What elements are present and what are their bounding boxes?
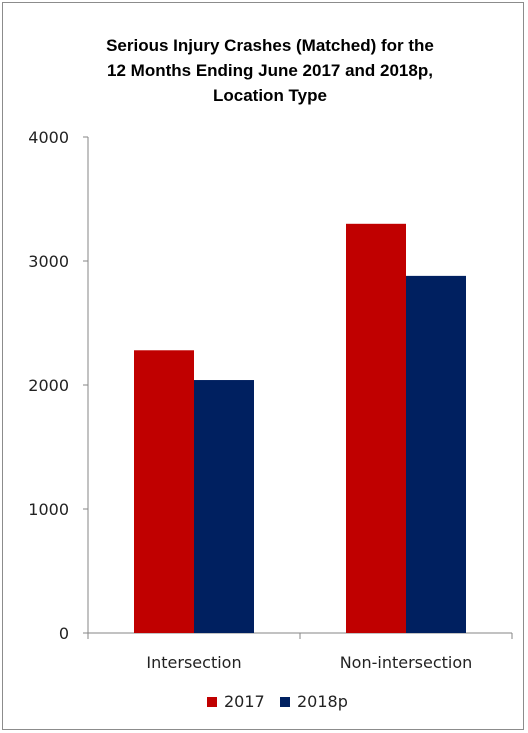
bar-2017-intersection: [134, 350, 194, 633]
legend-swatch-2018p: [280, 697, 290, 707]
y-tick-label: 0: [59, 624, 69, 643]
y-tick-label: 3000: [28, 252, 69, 271]
chart-bars: [134, 223, 466, 634]
chart-title-line-3: Location Type: [213, 86, 327, 105]
chart-labels: 0 1000 2000 3000 4000 Intersection Non-interse…: [28, 128, 472, 672]
bar-2018p-non-intersection: [406, 275, 466, 633]
y-tick-label: 1000: [28, 500, 69, 519]
legend-label-2018p: 2018p: [297, 692, 348, 711]
chart-title-line-2: 12 Months Ending June 2017 and 2018p,: [107, 61, 433, 80]
legend-swatch-2017: [207, 697, 217, 707]
chart-title: Serious Injury Crashes (Matched) for the…: [0, 33, 528, 108]
chart-title-line-1: Serious Injury Crashes (Matched) for the: [106, 36, 434, 55]
y-tick-label: 2000: [28, 376, 69, 395]
x-category-label: Non-intersection: [340, 653, 473, 672]
bar-2017-non-intersection: [346, 223, 406, 634]
legend-label-2017: 2017: [224, 692, 265, 711]
bar-2018p-intersection: [194, 380, 254, 633]
chart-legend: 2017 2018p: [207, 692, 348, 711]
y-tick-label: 4000: [28, 128, 69, 147]
x-category-label: Intersection: [146, 653, 241, 672]
